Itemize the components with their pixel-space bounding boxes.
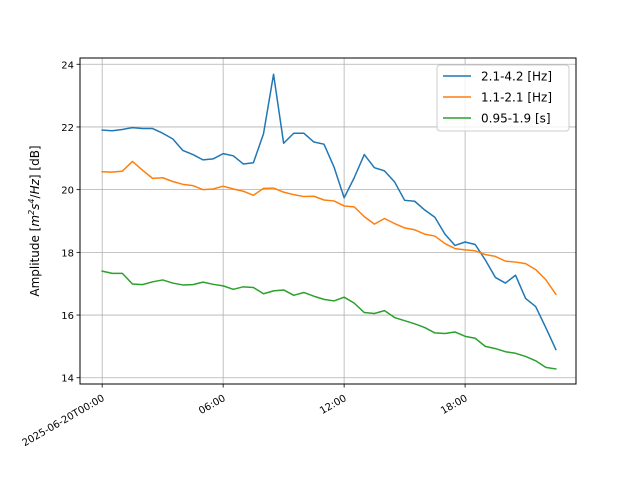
y-tick-label: 24 [61, 60, 74, 71]
series-lines [101, 73, 557, 370]
y-axis-ticks: 14 16 18 20 22 24 [61, 60, 80, 385]
y-tick-label: 20 [61, 186, 74, 197]
y-tick-label: 18 [61, 248, 74, 259]
legend-box [436, 64, 570, 132]
grid-lines [80, 58, 576, 384]
series-line [101, 160, 557, 296]
y-tick-label: 22 [61, 123, 74, 134]
legend-label: 0.95-1.9 [s] [481, 112, 551, 126]
legend-label: 1.1-2.1 [Hz] [481, 91, 552, 105]
legend-label: 2.1-4.2 [Hz] [481, 70, 552, 84]
legend: 2.1-4.2 [Hz] 1.1-2.1 [Hz] 0.95-1.9 [s] [436, 64, 570, 132]
y-tick-label: 14 [61, 374, 74, 385]
y-axis-label: Amplitude [m2s4/Hz] [dB] [27, 145, 42, 296]
y-tick-label: 16 [61, 311, 74, 322]
plot-frame [79, 57, 577, 385]
series-line [101, 270, 557, 370]
